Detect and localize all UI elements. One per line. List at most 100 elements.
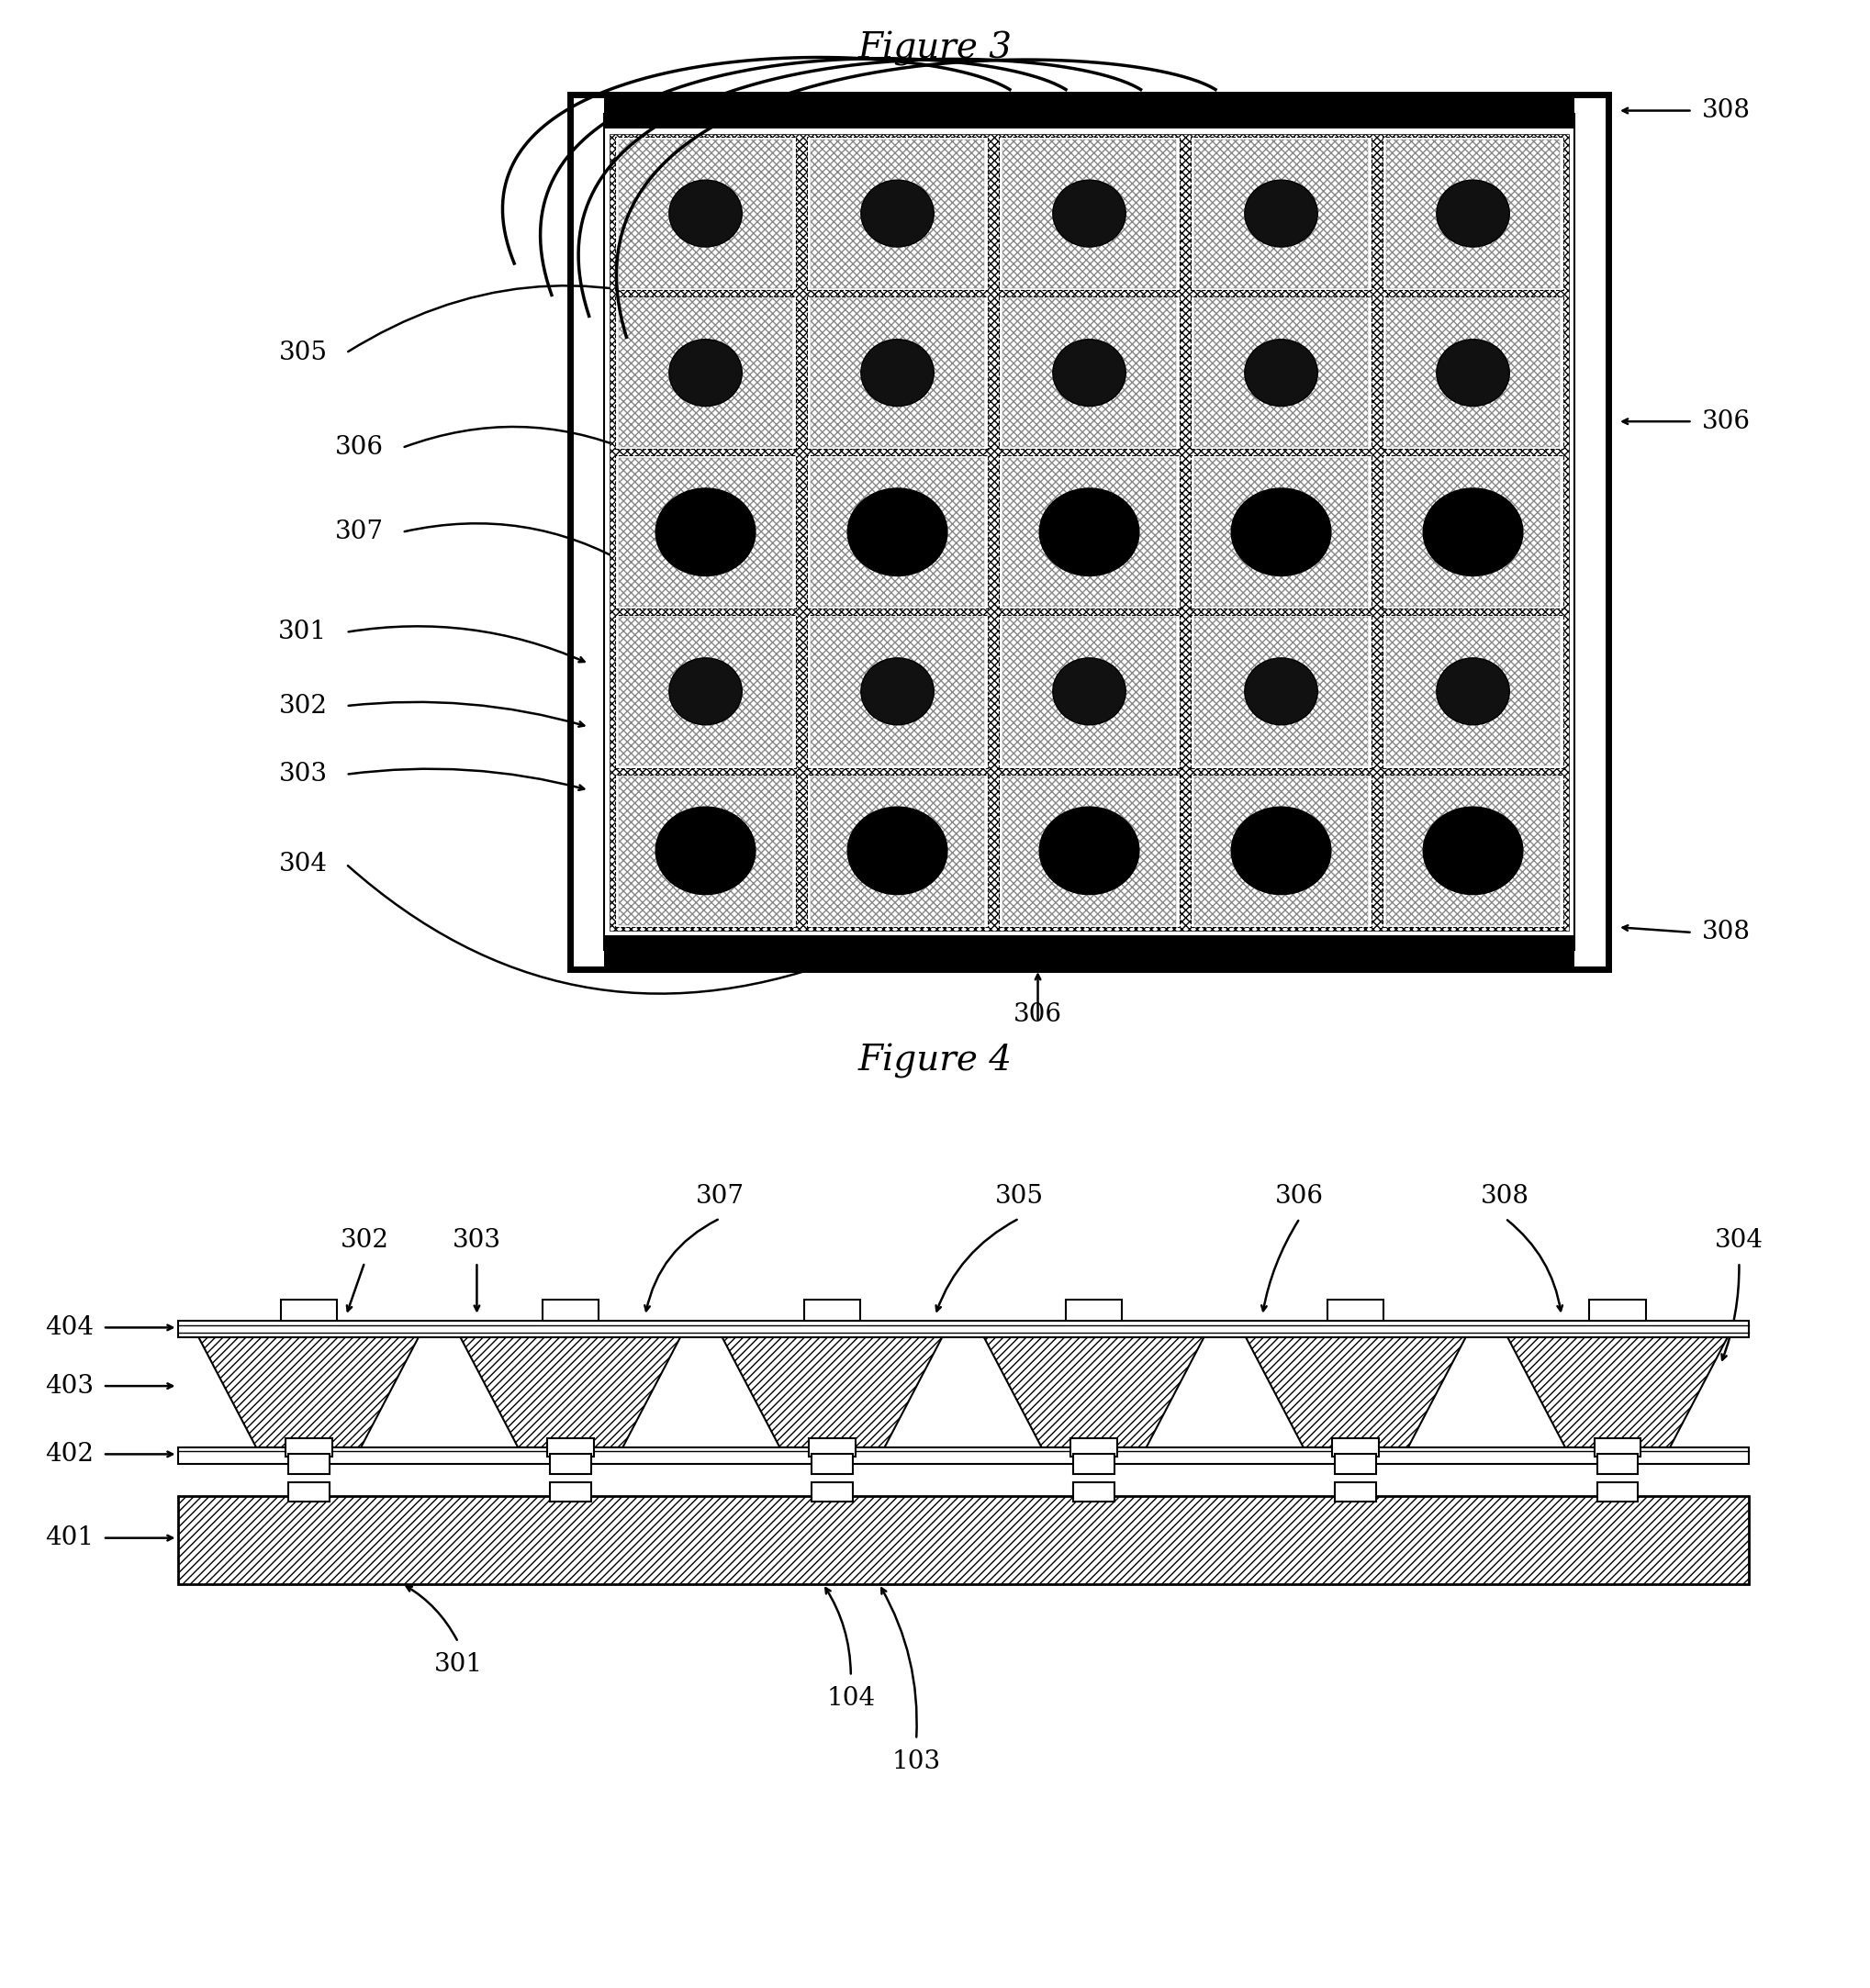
- Bar: [604, 936, 1575, 970]
- Bar: [812, 457, 984, 606]
- Ellipse shape: [1053, 340, 1126, 406]
- Bar: [812, 298, 984, 447]
- Bar: [1195, 298, 1367, 447]
- Text: 306: 306: [335, 435, 383, 459]
- Ellipse shape: [669, 340, 742, 406]
- Text: 104: 104: [827, 1686, 875, 1712]
- Ellipse shape: [860, 340, 933, 406]
- Text: 308: 308: [1702, 97, 1750, 123]
- Text: 404: 404: [45, 1316, 93, 1340]
- Ellipse shape: [1245, 181, 1318, 247]
- Bar: [1597, 1453, 1638, 1473]
- Bar: [808, 1439, 856, 1455]
- Ellipse shape: [1245, 658, 1318, 726]
- Bar: [1073, 1453, 1115, 1473]
- Polygon shape: [1245, 1338, 1466, 1447]
- Bar: [284, 1439, 333, 1455]
- Ellipse shape: [669, 658, 742, 726]
- Bar: [619, 616, 793, 765]
- Ellipse shape: [847, 489, 948, 577]
- Bar: [1382, 614, 1563, 767]
- Bar: [1002, 139, 1176, 288]
- Ellipse shape: [1423, 807, 1522, 895]
- Bar: [615, 296, 797, 449]
- Bar: [178, 1497, 1748, 1584]
- Text: Figure 3: Figure 3: [858, 32, 1012, 66]
- Text: 305: 305: [279, 340, 327, 366]
- Bar: [604, 95, 1575, 129]
- Bar: [1382, 137, 1563, 290]
- Text: 307: 307: [335, 519, 383, 545]
- Bar: [550, 1483, 591, 1501]
- Bar: [570, 95, 1608, 970]
- Bar: [1386, 298, 1560, 447]
- Bar: [812, 616, 984, 765]
- Bar: [604, 113, 1575, 950]
- Text: 308: 308: [1481, 1185, 1530, 1209]
- Ellipse shape: [1436, 658, 1509, 726]
- Text: 306: 306: [1014, 1002, 1062, 1028]
- Text: 301: 301: [279, 620, 327, 644]
- Text: 304: 304: [279, 851, 327, 877]
- Text: 304: 304: [1715, 1229, 1763, 1252]
- Bar: [1191, 773, 1371, 926]
- Bar: [1382, 296, 1563, 449]
- Text: 305: 305: [995, 1185, 1043, 1209]
- Text: 308: 308: [1702, 920, 1750, 944]
- Ellipse shape: [1053, 181, 1126, 247]
- Bar: [178, 1320, 1748, 1338]
- Bar: [542, 1300, 598, 1320]
- Text: 303: 303: [279, 761, 327, 787]
- Text: 402: 402: [45, 1441, 93, 1467]
- Ellipse shape: [1230, 489, 1331, 577]
- Polygon shape: [460, 1338, 681, 1447]
- Bar: [610, 133, 1569, 930]
- Text: 306: 306: [1702, 410, 1750, 433]
- Bar: [1002, 616, 1176, 765]
- Bar: [999, 296, 1180, 449]
- Bar: [1002, 777, 1176, 924]
- Ellipse shape: [1053, 658, 1126, 726]
- Bar: [288, 1453, 329, 1473]
- Bar: [999, 614, 1180, 767]
- Text: 307: 307: [696, 1185, 744, 1209]
- Ellipse shape: [669, 181, 742, 247]
- Bar: [1386, 457, 1560, 606]
- Bar: [1328, 1300, 1384, 1320]
- Polygon shape: [984, 1338, 1204, 1447]
- Bar: [1386, 139, 1560, 288]
- Bar: [808, 614, 987, 767]
- Ellipse shape: [1040, 807, 1139, 895]
- Text: 403: 403: [45, 1374, 93, 1398]
- Bar: [1002, 298, 1176, 447]
- Ellipse shape: [1040, 489, 1139, 577]
- Bar: [1002, 457, 1176, 606]
- Ellipse shape: [860, 181, 933, 247]
- Bar: [812, 1483, 853, 1501]
- Bar: [1335, 1483, 1376, 1501]
- Bar: [619, 298, 793, 447]
- Bar: [1195, 139, 1367, 288]
- Text: 301: 301: [434, 1652, 482, 1676]
- Bar: [619, 457, 793, 606]
- Ellipse shape: [1436, 181, 1509, 247]
- Bar: [808, 773, 987, 926]
- Bar: [1195, 616, 1367, 765]
- Bar: [615, 137, 797, 290]
- Polygon shape: [722, 1338, 942, 1447]
- Bar: [1382, 773, 1563, 926]
- Bar: [1191, 455, 1371, 608]
- Bar: [615, 773, 797, 926]
- Ellipse shape: [860, 658, 933, 726]
- Bar: [1597, 1483, 1638, 1501]
- Bar: [812, 777, 984, 924]
- Bar: [1593, 1439, 1642, 1455]
- Text: 401: 401: [45, 1525, 93, 1551]
- Bar: [999, 137, 1180, 290]
- Bar: [1386, 777, 1560, 924]
- Text: 302: 302: [340, 1229, 389, 1252]
- Ellipse shape: [1245, 340, 1318, 406]
- Bar: [1073, 1483, 1115, 1501]
- Ellipse shape: [1230, 807, 1331, 895]
- Bar: [1070, 1439, 1118, 1455]
